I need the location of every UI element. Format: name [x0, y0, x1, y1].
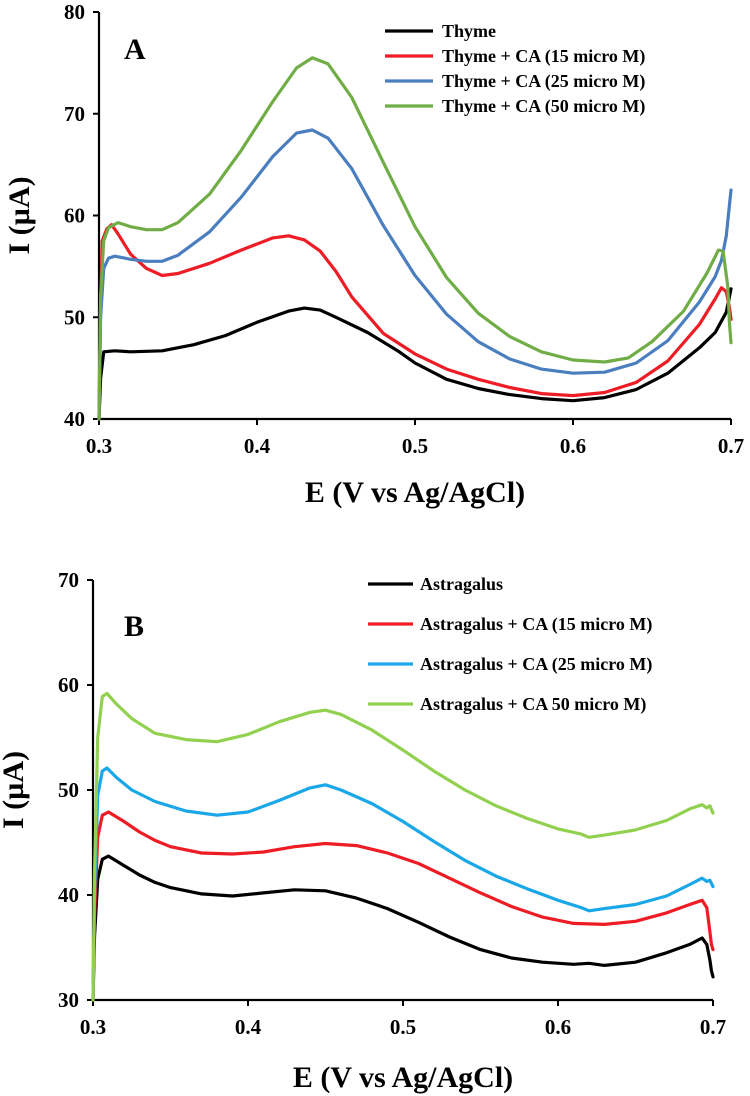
panel-a-legend-label-4: Thyme + CA (50 micro M) [442, 96, 645, 117]
panel-b-legend-label-2: Astragalus + CA (15 micro M) [420, 614, 652, 635]
panel-b-x-axis-title: E (V vs Ag/AgCl) [293, 1061, 513, 1094]
panel-b-legend-label-1: Astragalus [420, 574, 503, 594]
panel-a-x-tick-label: 0.6 [560, 434, 586, 458]
panel-b-y-tick-label: 70 [58, 568, 79, 592]
panel-a-legend-label-1: Thyme [442, 21, 496, 41]
panel-a-y-tick-label: 70 [64, 102, 85, 126]
panel-b-x-tick-label: 0.5 [390, 1015, 416, 1039]
panel-b-y-axis-title: I (µA) [0, 751, 30, 829]
panel-a-y-tick-label: 50 [64, 305, 85, 329]
panel-a-x-tick-label: 0.4 [244, 434, 271, 458]
panel-b-x-tick-label: 0.3 [80, 1015, 106, 1039]
panel-a-y-tick-label: 40 [64, 407, 85, 431]
panel-b-x-tick-label: 0.4 [235, 1015, 262, 1039]
panel-a-series-lines [97, 56, 733, 421]
panel-b-y-tick-label: 30 [58, 988, 79, 1012]
panel-a-axes: 40 50 60 70 80 0.3 0.4 0.5 0.6 0.7 [64, 0, 744, 458]
panel-b-x-tick-label: 0.6 [545, 1015, 571, 1039]
panel-b-label: B [124, 610, 144, 643]
panel-b-x-tick-label: 0.7 [700, 1015, 726, 1039]
panel-b-axes: 30 40 50 60 70 0.3 0.4 0.5 0.6 0.7 [58, 568, 726, 1039]
panel-a-x-tick-label: 0.5 [402, 434, 428, 458]
panel-b-series-line-3 [91, 766, 715, 1002]
panel-b-series-line-4 [91, 691, 715, 1002]
panel-a-series-line-1 [97, 287, 733, 421]
panel-a-x-tick-label: 0.7 [718, 434, 744, 458]
panel-a-series-line-2 [97, 223, 733, 421]
panel-a-label: A [124, 33, 146, 66]
panel-a-x-tick-label: 0.3 [86, 434, 112, 458]
panel-a-y-axis-title: I (µA) [3, 176, 36, 254]
panel-b-series-lines [91, 691, 715, 1002]
panel-a-series-line-4 [97, 56, 733, 421]
panel-a-legend-label-3: Thyme + CA (25 micro M) [442, 71, 645, 92]
panel-b-y-tick-label: 60 [58, 673, 79, 697]
panel-a-legend-label-2: Thyme + CA (15 micro M) [442, 46, 645, 67]
panel-b-y-tick-label: 40 [58, 883, 79, 907]
panel-a-y-tick-label: 80 [64, 0, 85, 24]
panel-a-x-axis-title: E (V vs Ag/AgCl) [305, 476, 525, 509]
panel-a-y-tick-label: 60 [64, 204, 85, 228]
panel-a: 40 50 60 70 80 0.3 0.4 0.5 0.6 0.7 Thyme Thyme + C… [3, 0, 744, 509]
panel-b-series-line-2 [91, 810, 715, 1002]
panel-b-y-tick-label: 50 [58, 778, 79, 802]
panel-b-series-line-1 [91, 854, 715, 1002]
panel-b-legend-label-4: Astragalus + CA 50 micro M) [420, 694, 646, 715]
panel-a-legend: Thyme Thyme + CA (15 micro M) Thyme + CA (… [385, 21, 645, 117]
panel-b-legend: Astragalus Astragalus + CA (15 micro M) As… [368, 574, 652, 715]
panel-b-legend-label-3: Astragalus + CA (25 micro M) [420, 654, 652, 675]
panel-a-series-line-3 [97, 128, 733, 421]
